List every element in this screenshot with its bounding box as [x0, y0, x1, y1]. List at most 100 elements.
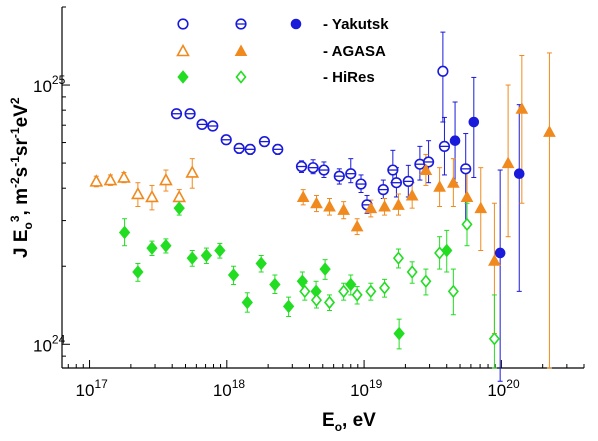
legend-label: - AGASA [323, 43, 386, 60]
data-point-filled-diamond [160, 238, 172, 253]
data-point-barred-circle [244, 143, 256, 155]
data-point-filled-triangle [447, 176, 460, 188]
y-axis-title-unit-ev: eV [11, 104, 32, 128]
y-tick-label: 1024 [33, 332, 66, 355]
y-axis-title-unit-exp4: 2 [8, 97, 22, 104]
data-point-barred-circle [196, 118, 208, 130]
y-axis-title-unit: , m [11, 188, 32, 215]
x-tick-label: 1018 [213, 377, 246, 400]
data-point-open-diamond [392, 251, 404, 265]
data-point-open-diamond [379, 281, 391, 295]
data-point-filled-triangle [323, 199, 336, 212]
data-point-barred-circle [438, 140, 451, 152]
data-point-open-triangle [103, 172, 118, 186]
data-point-filled-triangle [543, 125, 556, 137]
data-point-open-triangle [159, 172, 173, 186]
legend-entry: - HiRes [177, 69, 375, 86]
data-point-filled-triangle [310, 196, 323, 209]
data-point-filled-diamond [319, 262, 331, 276]
data-point-open-diamond [299, 284, 311, 299]
error-bar [497, 169, 503, 382]
y-axis-title-unit-exp2: -1 [8, 156, 22, 167]
data-point-barred-circle [355, 178, 367, 190]
legend-marker-barred-circle [235, 18, 247, 30]
data-point-barred-circle [307, 162, 319, 174]
data-point-barred-circle [402, 175, 414, 187]
data-point-barred-circle [377, 184, 389, 196]
error-bar [519, 54, 525, 204]
data-point-open-triangle [131, 186, 145, 200]
data-point-filled-diamond [227, 268, 240, 282]
data-point-filled-circle [494, 247, 506, 259]
data-point-open-diamond [351, 288, 363, 302]
legend-marker-filled-diamond [177, 70, 189, 84]
legend-marker-open-circle [177, 18, 189, 30]
data-point-barred-circle [272, 143, 284, 155]
data-point-filled-diamond [146, 241, 158, 255]
x-tick-label: 1019 [350, 377, 383, 400]
y-axis-title-unit-sr: sr [11, 137, 32, 156]
data-point-filled-triangle [392, 198, 405, 210]
legend-label: - Yakutsk [323, 16, 389, 33]
data-point-open-triangle [117, 170, 131, 183]
data-point-barred-circle [318, 164, 330, 176]
data-point-open-diamond [447, 284, 459, 299]
data-point-open-triangle [145, 189, 159, 203]
data-point-filled-circle [513, 168, 525, 179]
error-bar [440, 31, 446, 123]
data-point-open-diamond [434, 246, 446, 260]
data-point-barred-circle [422, 156, 435, 168]
data-point-barred-circle [258, 136, 271, 148]
data-point-barred-circle [233, 142, 245, 154]
y-tick-label: 1025 [33, 73, 66, 96]
data-point-barred-circle [460, 163, 472, 175]
data-point-filled-diamond [296, 274, 308, 289]
data-point-barred-circle [295, 160, 308, 173]
data-point-filled-diamond [345, 277, 357, 292]
legend-marker-open-diamond [235, 70, 247, 84]
data-point-barred-circle [345, 168, 357, 180]
data-point-barred-circle [184, 108, 196, 120]
data-point-filled-triangle [501, 156, 515, 169]
data-point-filled-diamond [118, 225, 131, 240]
data-point-filled-diamond [214, 243, 226, 258]
data-point-filled-triangle [460, 190, 474, 202]
data-point-filled-diamond [132, 265, 144, 279]
legend-marker-filled-circle [290, 18, 302, 30]
data-point-barred-circle [220, 134, 232, 146]
data-point-open-diamond [365, 284, 377, 299]
data-point-filled-triangle [378, 199, 391, 212]
data-point-open-diamond [488, 332, 500, 346]
data-point-filled-triangle [515, 102, 529, 114]
data-point-open-triangle [89, 174, 104, 187]
data-point-filled-triangle [433, 180, 446, 192]
data-point-filled-diamond [282, 299, 295, 314]
legend-entry: - Yakutsk [177, 16, 389, 33]
data-point-barred-circle [207, 120, 219, 132]
y-axis-title-unit-s: s [11, 167, 32, 178]
y-axis-title-sup: 3 [8, 215, 22, 222]
data-point-filled-triangle [350, 219, 364, 232]
legend-entry: - AGASA [176, 43, 386, 60]
data-point-open-diamond [461, 217, 473, 232]
error-bar [471, 76, 477, 178]
y-axis-title-unit-exp3: -1 [8, 127, 22, 138]
data-point-filled-triangle [337, 203, 351, 215]
y-axis-title: J Eo3, m-2s-1sr-1eV2 [8, 97, 35, 258]
x-axis-title-unit: , eV [342, 410, 376, 431]
data-point-filled-triangle [419, 163, 433, 176]
x-axis-title: Eo, eV [322, 410, 376, 434]
data-point-filled-triangle [405, 188, 419, 201]
data-point-filled-circle [468, 116, 480, 128]
y-axis-title-main: J E [11, 229, 32, 258]
legend-label: - HiRes [323, 69, 375, 86]
data-point-open-triangle [172, 189, 187, 203]
data-point-open-circle [437, 65, 449, 77]
data-point-filled-triangle [474, 201, 488, 214]
x-tick-label: 1020 [487, 377, 520, 400]
x-tick-label: 1017 [76, 377, 109, 400]
data-point-open-triangle [185, 165, 200, 178]
error-bar [491, 294, 497, 369]
data-point-filled-diamond [241, 295, 253, 310]
error-bar [546, 52, 552, 369]
